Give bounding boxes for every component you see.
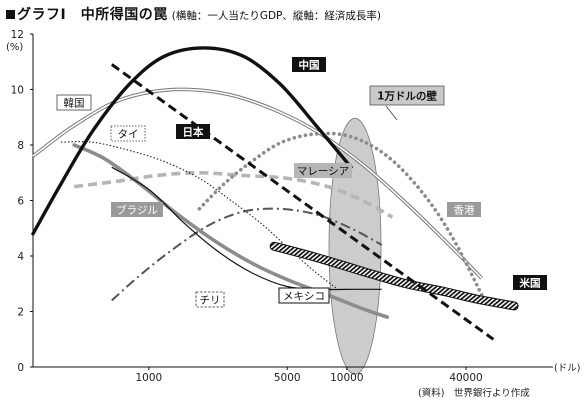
series-labels: 中国 日本 韓国 タイ ブラジル マレーシア bbox=[56, 57, 547, 308]
series-usa bbox=[270, 242, 518, 310]
label-hongkong-text: 香港 bbox=[454, 205, 475, 217]
y-tick-label: 4 bbox=[17, 251, 24, 263]
axis-ticks: (%) (ドル) (資料) 世界銀行より作成 12 10 8 6 4 2 0 1000 5000… bbox=[6, 29, 580, 399]
label-10000-wall-text: 1万ドルの壁 bbox=[377, 90, 437, 103]
label-china: 中国 bbox=[292, 57, 326, 72]
label-japan-box bbox=[176, 124, 210, 139]
label-thailand-text: タイ bbox=[118, 129, 139, 141]
chart-title-main: グラフⅠ 中所得国の罠 bbox=[17, 7, 168, 23]
label-usa: 米国 bbox=[513, 275, 547, 290]
series-lines bbox=[31, 46, 519, 341]
x-tick-label: 1000 bbox=[135, 372, 162, 384]
series-hongkong bbox=[197, 131, 484, 297]
series-mexico bbox=[111, 166, 382, 291]
y-tick-label: 0 bbox=[17, 362, 24, 374]
y-axis-unit: (%) bbox=[6, 42, 23, 53]
series-malaysia bbox=[73, 170, 394, 219]
label-usa-box bbox=[513, 275, 547, 290]
label-hongkong: 香港 bbox=[447, 202, 481, 217]
label-thailand: タイ bbox=[110, 125, 146, 142]
label-japan-text: 日本 bbox=[183, 126, 204, 139]
title-square-mark bbox=[6, 10, 15, 19]
label-korea-box bbox=[56, 94, 92, 111]
y-tick-label: 12 bbox=[11, 29, 24, 41]
label-usa-text: 米国 bbox=[519, 277, 541, 290]
label-10000-wall-leader bbox=[385, 105, 398, 121]
label-hongkong-box bbox=[447, 202, 481, 217]
label-chile: チリ bbox=[195, 291, 225, 308]
label-brazil: ブラジル bbox=[111, 202, 163, 217]
label-10000-wall: 1万ドルの壁 bbox=[369, 85, 445, 121]
label-10000-wall-box bbox=[369, 85, 445, 106]
series-japan bbox=[110, 63, 495, 341]
y-tick-label: 8 bbox=[17, 140, 24, 152]
y-tick-label: 2 bbox=[17, 307, 24, 319]
x-tick-label: 5000 bbox=[274, 372, 301, 384]
chart-title: グラフⅠ 中所得国の罠 (横軸：一人当たりGDP、縦軸：経済成長率) bbox=[6, 4, 381, 24]
source-note: (資料) 世界銀行より作成 bbox=[418, 387, 530, 399]
label-malaysia: マレーシア bbox=[294, 163, 352, 178]
series-thailand bbox=[60, 141, 339, 290]
x-axis-unit: (ドル) bbox=[554, 363, 580, 374]
label-brazil-box bbox=[111, 202, 163, 217]
label-korea-text: 韓国 bbox=[64, 98, 85, 110]
label-chile-text: チリ bbox=[200, 295, 221, 307]
label-mexico-text: メキシコ bbox=[283, 291, 325, 303]
label-malaysia-text: マレーシア bbox=[297, 166, 349, 178]
label-thailand-box bbox=[110, 125, 146, 142]
label-mexico-box bbox=[278, 287, 330, 304]
x-tick-label: 40000 bbox=[449, 372, 482, 384]
label-malaysia-box bbox=[294, 163, 352, 178]
plot-background bbox=[32, 34, 553, 375]
series-korea-inner bbox=[32, 88, 483, 279]
y-tick-label: 6 bbox=[17, 196, 24, 208]
y-tick-label: 10 bbox=[11, 85, 24, 97]
series-chile bbox=[111, 207, 383, 302]
series-brazil bbox=[72, 143, 389, 319]
label-korea: 韓国 bbox=[56, 94, 92, 111]
chart-title-subtitle: (横軸：一人当たりGDP、縦軸：経済成長率) bbox=[171, 10, 381, 22]
label-china-text: 中国 bbox=[299, 59, 320, 72]
plot-area bbox=[33, 34, 553, 367]
label-china-box bbox=[292, 57, 326, 72]
label-japan: 日本 bbox=[176, 124, 210, 139]
label-brazil-text: ブラジル bbox=[116, 204, 158, 217]
label-chile-box bbox=[195, 291, 225, 308]
label-mexico: メキシコ bbox=[278, 287, 330, 304]
x-tick-label: 10000 bbox=[330, 372, 363, 384]
series-china bbox=[31, 46, 353, 236]
